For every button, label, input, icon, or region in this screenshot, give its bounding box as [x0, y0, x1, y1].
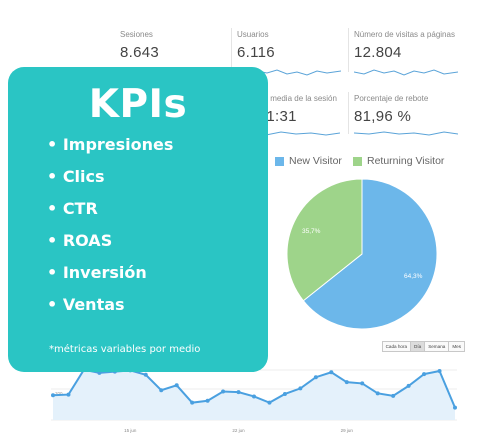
series-point[interactable] — [406, 383, 411, 388]
visitor-pie-chart — [286, 178, 438, 330]
granularity-hour-button[interactable]: Cada hora — [381, 341, 412, 352]
metric-label: Usuarios — [237, 30, 269, 39]
series-point[interactable] — [159, 388, 164, 393]
metric-value: 6.116 — [237, 44, 275, 61]
legend-swatch — [353, 156, 362, 166]
series-point[interactable] — [236, 390, 241, 395]
legend-label: New Visitor — [289, 155, 342, 167]
kpi-item: • Impresiones — [47, 134, 173, 166]
series-point[interactable] — [282, 391, 287, 396]
kpi-item: • Ventas — [47, 294, 173, 326]
series-point[interactable] — [267, 400, 272, 405]
series-point[interactable] — [66, 392, 71, 397]
series-point[interactable] — [190, 400, 195, 405]
kpi-item-label: Clics — [62, 167, 105, 186]
bullet: • — [47, 199, 58, 218]
metric-value: 8.643 — [120, 44, 160, 61]
metric-value: 12.804 — [354, 44, 402, 61]
series-point[interactable] — [205, 398, 210, 403]
granularity-month-button[interactable]: Mes — [448, 341, 465, 352]
series-point[interactable] — [143, 372, 148, 377]
series-point[interactable] — [422, 372, 427, 377]
metric-bounce-rate[interactable]: Porcentaje de rebote 81,96 % — [354, 94, 466, 141]
divider — [231, 28, 232, 72]
x-tick-label: 22 jun — [232, 428, 245, 433]
granularity-day-button[interactable]: Día — [410, 341, 426, 352]
series-point[interactable] — [453, 405, 457, 410]
kpi-item-label: Inversión — [62, 263, 147, 282]
bullet: • — [47, 263, 58, 282]
divider — [348, 92, 349, 134]
metric-label: Porcentaje de rebote — [354, 94, 429, 103]
metric-label: Sesiones — [120, 30, 153, 39]
bullet: • — [47, 167, 58, 186]
x-tick-label: 29 jun — [341, 428, 354, 433]
y-axis-label: 200 — [55, 391, 63, 396]
kpi-item-label: CTR — [62, 199, 98, 218]
bullet: • — [47, 295, 58, 314]
series-area — [53, 369, 455, 420]
kpi-title: KPIs — [88, 82, 188, 127]
series-point[interactable] — [221, 389, 226, 394]
series-point[interactable] — [344, 380, 349, 385]
series-point[interactable] — [329, 370, 334, 375]
kpi-item-label: Impresiones — [62, 135, 174, 154]
series-point[interactable] — [391, 393, 396, 398]
series-point[interactable] — [174, 383, 179, 388]
legend-swatch — [275, 156, 284, 166]
pie-slice-label: 35,7% — [302, 228, 321, 235]
series-point[interactable] — [252, 394, 256, 399]
kpi-item: • Clics — [47, 166, 173, 198]
series-point[interactable] — [375, 391, 380, 396]
kpi-item-label: ROAS — [62, 231, 113, 250]
kpi-item: • CTR — [47, 198, 173, 230]
pie-slice[interactable] — [286, 178, 363, 302]
series-point[interactable] — [360, 381, 365, 386]
kpi-footnote: *métricas variables por medio — [49, 344, 201, 355]
sparkline — [354, 131, 458, 136]
kpi-item: • Inversión — [47, 262, 173, 294]
granularity-toggle: Cada hora Día Semana Mes — [381, 341, 465, 352]
metric-pageviews[interactable]: Número de visitas a páginas 12.804 — [354, 30, 466, 79]
metric-value: 81,96 % — [354, 108, 412, 125]
legend-label: Returning Visitor — [367, 155, 445, 167]
metric-label: Número de visitas a páginas — [354, 30, 455, 39]
kpi-card: KPIs • Impresiones • Clics • CTR • ROAS … — [8, 67, 268, 372]
x-tick-label: 15 jun — [124, 428, 137, 433]
bullet: • — [47, 135, 58, 154]
legend-new-visitor: New Visitor — [275, 155, 342, 167]
granularity-week-button[interactable]: Semana — [424, 341, 450, 352]
series-point[interactable] — [313, 375, 318, 380]
pie-slice-label: 64,3% — [404, 273, 423, 280]
pie-slice[interactable] — [302, 178, 438, 330]
kpi-list: • Impresiones • Clics • CTR • ROAS • Inv… — [47, 134, 173, 326]
kpi-item: • ROAS — [47, 230, 173, 262]
legend-returning-visitor: Returning Visitor — [353, 155, 444, 167]
kpi-item-label: Ventas — [62, 295, 125, 314]
divider — [348, 28, 349, 72]
sparkline — [354, 69, 458, 76]
series-point[interactable] — [51, 393, 55, 398]
bullet: • — [47, 231, 58, 250]
series-point[interactable] — [298, 386, 303, 391]
metric-label: Duración media de la sesión — [236, 94, 337, 103]
series-point[interactable] — [437, 369, 442, 374]
